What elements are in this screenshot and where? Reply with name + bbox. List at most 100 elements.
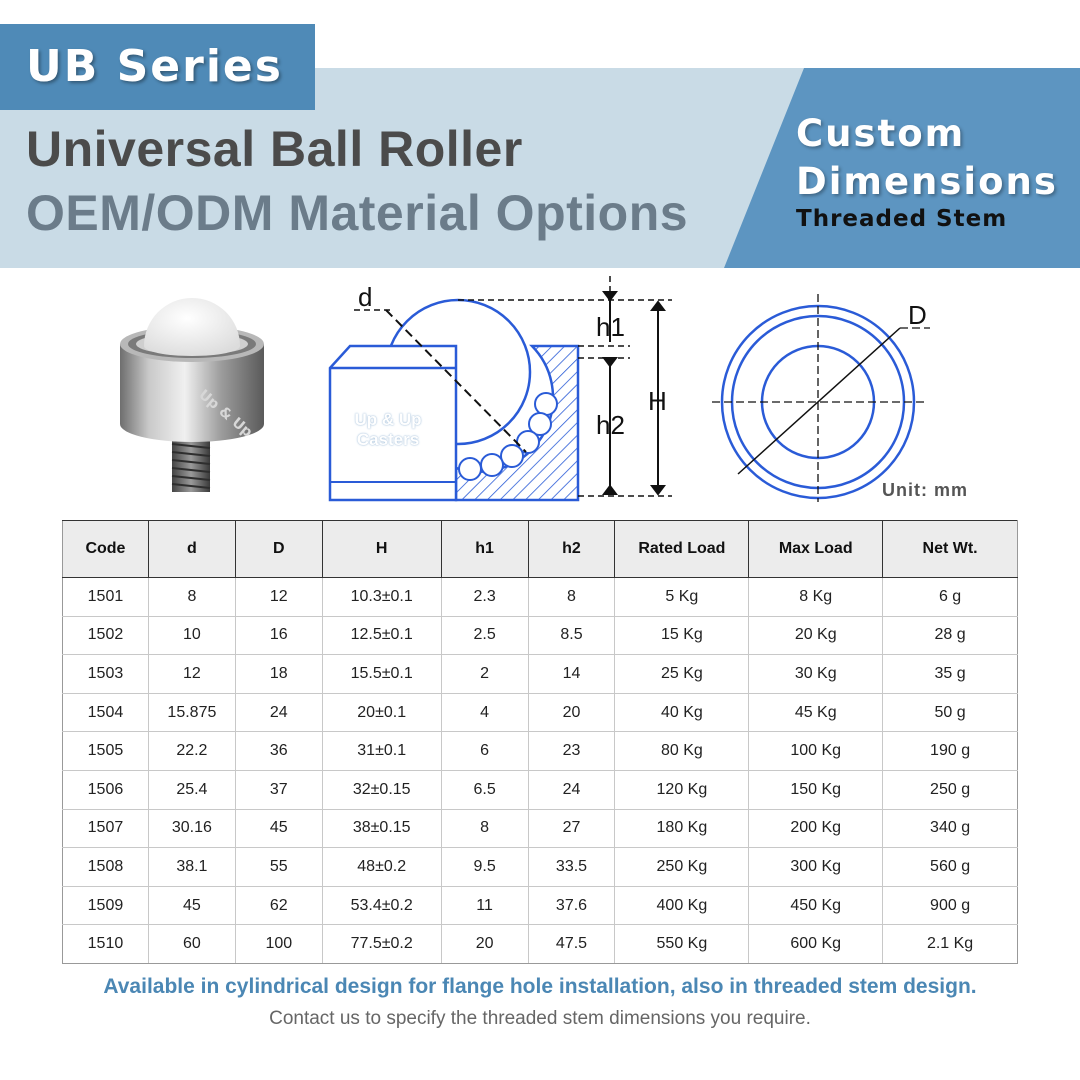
table-cell: 300 Kg — [748, 847, 884, 887]
table-cell: 6.5 — [440, 769, 529, 810]
table-cell: 28 g — [882, 615, 1018, 656]
custom-heading-line3: Threaded Stem — [796, 206, 1008, 232]
label-H: H — [648, 386, 667, 416]
table-cell: 900 g — [882, 885, 1018, 926]
table-cell: 150 Kg — [748, 769, 884, 810]
table-cell: 18 — [234, 654, 323, 694]
table-cell: 6 — [440, 731, 529, 771]
table-cell: 22.2 — [147, 731, 236, 771]
table-cell: 50 g — [882, 692, 1018, 733]
table-cell: 1510 — [62, 924, 149, 964]
table-cell: 8 — [527, 577, 616, 617]
section-drawing: d h1 h2 H — [328, 276, 672, 502]
table-cell: 37.6 — [527, 885, 616, 926]
table-cell: 560 g — [882, 847, 1018, 887]
watermark: Up & Up Casters — [330, 410, 446, 450]
table-cell: 36 — [234, 731, 323, 771]
product-title: Universal Ball Roller — [26, 121, 523, 177]
label-h2: h2 — [596, 410, 625, 440]
table-cell: 250 g — [882, 769, 1018, 810]
table-row: 1507 30.16 45 38±0.15 8 27 180 Kg 200 Kg 340 g — [62, 808, 1018, 849]
table-cell: 47.5 — [527, 924, 616, 964]
table-row: 1501 8 12 10.3±0.1 2.3 8 5 Kg 8 Kg 6 g — [62, 577, 1018, 617]
table-cell: 38.1 — [147, 847, 236, 887]
table-cell: 1506 — [62, 769, 149, 810]
table-row: 1503 12 18 15.5±0.1 2 14 25 Kg 30 Kg 35 g — [62, 654, 1018, 694]
table-cell: 6 g — [882, 577, 1018, 617]
table-cell: 20 Kg — [748, 615, 884, 656]
table-cell: 250 Kg — [614, 847, 750, 887]
table-cell: 27 — [527, 808, 616, 849]
table-row: 1510 60 100 77.5±0.2 20 47.5 550 Kg 600 Kg 2.1 K… — [62, 924, 1018, 964]
custom-heading-line2: Dimensions — [796, 160, 1058, 203]
table-cell: 38±0.15 — [321, 808, 442, 849]
table-cell: 35 g — [882, 654, 1018, 694]
column-header: H — [321, 520, 442, 578]
table-cell: 45 Kg — [748, 692, 884, 733]
unit-label: Unit: mm — [882, 480, 968, 500]
table-cell: 45 — [147, 885, 236, 926]
table-cell: 4 — [440, 692, 529, 733]
custom-heading-line1: Custom — [796, 112, 966, 155]
table-cell: 12 — [234, 577, 323, 617]
table-cell: 55 — [234, 847, 323, 887]
table-cell: 9.5 — [440, 847, 529, 887]
table-cell: 8.5 — [527, 615, 616, 656]
watermark-line1: Up & Up — [354, 410, 422, 429]
table-row: 1506 25.4 37 32±0.15 6.5 24 120 Kg 150 Kg 250 g — [62, 769, 1018, 810]
table-cell: 60 — [147, 924, 236, 964]
table-cell: 340 g — [882, 808, 1018, 849]
availability-note: Available in cylindrical design for flan… — [103, 975, 977, 998]
column-header: Code — [62, 520, 149, 578]
table-cell: 30.16 — [147, 808, 236, 849]
table-cell: 12.5±0.1 — [321, 615, 442, 656]
label-D: D — [908, 300, 927, 330]
table-cell: 1507 — [62, 808, 149, 849]
column-header: h2 — [527, 520, 616, 578]
table-cell: 8 — [147, 577, 236, 617]
column-header: Net Wt. — [882, 520, 1018, 578]
column-header: Rated Load — [614, 520, 750, 578]
table-cell: 1505 — [62, 731, 149, 771]
spec-table: Code d D H h1 h2 Rated Load Max Load Net… — [62, 520, 1018, 964]
table-cell: 1501 — [62, 577, 149, 617]
top-view-drawing: D — [712, 294, 930, 502]
table-row: 1504 15.875 24 20±0.1 4 20 40 Kg 45 Kg 50 g — [62, 692, 1018, 733]
table-cell: 20 — [440, 924, 529, 964]
table-cell: 48±0.2 — [321, 847, 442, 887]
column-header: Max Load — [748, 520, 884, 578]
series-label: UB Series — [0, 24, 315, 110]
table-cell: 16 — [234, 615, 323, 656]
table-cell: 550 Kg — [614, 924, 750, 964]
table-cell: 20±0.1 — [321, 692, 442, 733]
table-cell: 2.5 — [440, 615, 529, 656]
table-row: 1505 22.2 36 31±0.1 6 23 80 Kg 100 Kg 190 g — [62, 731, 1018, 771]
table-cell: 40 Kg — [614, 692, 750, 733]
table-row: 1509 45 62 53.4±0.2 11 37.6 400 Kg 450 Kg 900 g — [62, 885, 1018, 926]
product-photo: Up & Up — [120, 298, 264, 492]
table-cell: 25.4 — [147, 769, 236, 810]
table-cell: 10 — [147, 615, 236, 656]
table-cell: 1504 — [62, 692, 149, 733]
custom-dimensions-panel — [724, 68, 1080, 268]
table-cell: 190 g — [882, 731, 1018, 771]
table-cell: 80 Kg — [614, 731, 750, 771]
table-cell: 15.875 — [147, 692, 236, 733]
table-cell: 200 Kg — [748, 808, 884, 849]
table-cell: 1503 — [62, 654, 149, 694]
table-cell: 32±0.15 — [321, 769, 442, 810]
label-d: d — [358, 282, 372, 312]
table-cell: 8 Kg — [748, 577, 884, 617]
table-cell: 24 — [527, 769, 616, 810]
table-cell: 1509 — [62, 885, 149, 926]
table-cell: 1502 — [62, 615, 149, 656]
table-cell: 11 — [440, 885, 529, 926]
column-header: h1 — [440, 520, 529, 578]
table-cell: 53.4±0.2 — [321, 885, 442, 926]
table-cell: 37 — [234, 769, 323, 810]
table-row: 1502 10 16 12.5±0.1 2.5 8.5 15 Kg 20 Kg 28 g — [62, 615, 1018, 656]
table-cell: 15 Kg — [614, 615, 750, 656]
table-body: 1501 8 12 10.3±0.1 2.3 8 5 Kg 8 Kg 6 g 1502 10 16 12… — [62, 577, 1018, 964]
table-cell: 12 — [147, 654, 236, 694]
table-cell: 180 Kg — [614, 808, 750, 849]
